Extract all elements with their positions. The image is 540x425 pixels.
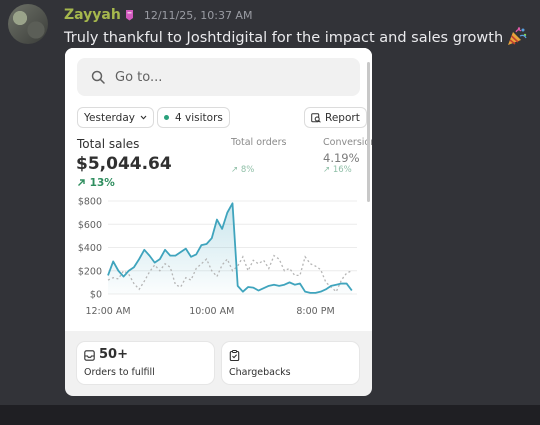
- username[interactable]: Zayyah: [64, 7, 121, 23]
- timestamp: 12/11/25, 10:37 AM: [143, 8, 253, 22]
- date-filter-label: Yesterday: [84, 111, 135, 124]
- report-label: Report: [325, 111, 360, 124]
- chargebacks-label: Chargebacks: [229, 367, 291, 378]
- y-tick-label: $800: [78, 197, 102, 208]
- orders-to-fulfill-label: Orders to fulfill: [84, 367, 155, 378]
- total-orders-change: ↗ 8%: [231, 165, 254, 175]
- arrow-up-right-icon: [78, 179, 85, 186]
- total-orders-label: Total orders: [231, 137, 287, 148]
- sales-chart: $800 $600 $400 $200 $0 12:00 AM 10:00 AM 8:00 P…: [78, 197, 357, 317]
- x-tick-label: 10:00 AM: [189, 306, 234, 317]
- y-tick-label: $400: [78, 243, 102, 254]
- message-text: Truly thankful to Joshtdigital for the i…: [64, 30, 504, 46]
- message-input-area[interactable]: [0, 405, 540, 425]
- sales-line: [107, 202, 353, 294]
- arrow-up-right-icon: ↗: [323, 165, 331, 175]
- date-filter-button[interactable]: Yesterday: [77, 107, 154, 128]
- sales-area: [108, 203, 352, 294]
- conversion-change: ↗ 16%: [323, 165, 352, 175]
- visitors-label: 4 visitors: [175, 111, 223, 124]
- comparison-line: [107, 254, 353, 293]
- scrollbar[interactable]: [367, 62, 370, 202]
- message-content: Truly thankful to Joshtdigital for the i…: [64, 26, 528, 46]
- arrow-up-right-icon: ↗: [231, 165, 239, 175]
- search-icon: [91, 70, 105, 84]
- report-icon: [311, 112, 321, 123]
- total-orders-change-value: 8%: [240, 165, 255, 175]
- report-button[interactable]: Report: [304, 107, 367, 128]
- total-sales-label: Total sales: [77, 137, 140, 151]
- y-tick-label: $0: [90, 290, 102, 301]
- chargebacks-tile[interactable]: Chargebacks: [222, 342, 359, 384]
- search-bar[interactable]: [77, 58, 360, 96]
- y-tick-label: $200: [78, 266, 102, 277]
- orders-to-fulfill-tile[interactable]: 50+ Orders to fulfill: [77, 342, 214, 384]
- message-header: Zayyah 12/11/25, 10:37 AM: [64, 6, 252, 24]
- visitors-button[interactable]: 4 visitors: [157, 107, 230, 128]
- live-dot-icon: [164, 115, 169, 120]
- party-popper-icon: [508, 27, 527, 45]
- y-tick-label: $600: [78, 220, 102, 231]
- analytics-panel: Yesterday 4 visitors Report Total sales …: [65, 48, 372, 331]
- embedded-screenshot-card[interactable]: Yesterday 4 visitors Report Total sales …: [65, 48, 372, 396]
- inbox-icon: [84, 350, 95, 361]
- total-sales-change: 13%: [77, 177, 115, 189]
- conversion-value: 4.19%: [323, 151, 360, 165]
- total-sales-value: $5,044.64: [76, 154, 172, 174]
- orders-to-fulfill-value: 50+: [99, 347, 128, 362]
- conversion-label: Conversion: [323, 137, 372, 148]
- x-tick-label: 12:00 AM: [85, 306, 130, 317]
- chevron-down-icon: [140, 115, 147, 120]
- clipboard-check-icon: [229, 350, 240, 361]
- x-tick-label: 8:00 PM: [296, 306, 334, 317]
- conversion-change-value: 16%: [332, 165, 352, 175]
- role-badge-icon: [125, 10, 133, 21]
- search-input[interactable]: [113, 68, 337, 86]
- avatar[interactable]: [8, 4, 48, 44]
- total-sales-change-value: 13%: [89, 177, 115, 189]
